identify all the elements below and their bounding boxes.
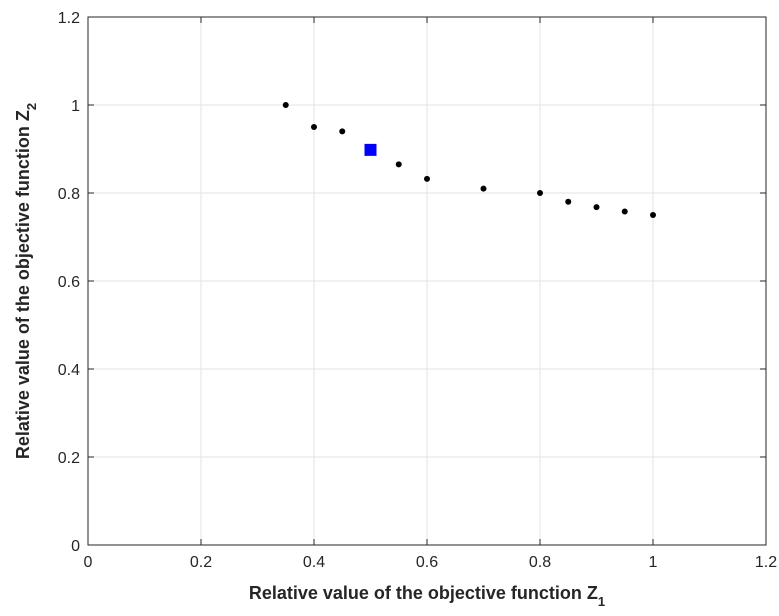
data-point bbox=[650, 212, 656, 218]
x-tick-label: 0.2 bbox=[190, 554, 212, 571]
x-axis-label-text: Relative value of the objective function… bbox=[249, 583, 598, 603]
grid bbox=[88, 17, 766, 545]
x-tick-label: 0 bbox=[84, 554, 93, 571]
y-axis-label: Relative value of the objective function… bbox=[13, 103, 39, 459]
x-tick-label: 0.8 bbox=[529, 554, 551, 571]
data-point bbox=[537, 190, 543, 196]
x-tick-label: 1 bbox=[649, 554, 658, 571]
data-point bbox=[311, 124, 317, 130]
data-points bbox=[282, 102, 656, 218]
x-axis-label: Relative value of the objective function… bbox=[249, 583, 605, 609]
y-tick-label: 0 bbox=[71, 538, 80, 555]
x-tick-label: 1.2 bbox=[755, 554, 777, 571]
y-axis-label-subscript: 2 bbox=[24, 103, 39, 110]
y-tick-label: 1 bbox=[71, 98, 80, 115]
data-point bbox=[339, 128, 346, 135]
ticks: 0 0.2 0.4 0.6 0.8 1 1.2 0 0.2 0.4 0.6 0.8 1 1.2 bbox=[58, 10, 777, 571]
x-axis-label-subscript: 1 bbox=[598, 594, 605, 609]
y-tick-label: 0.6 bbox=[58, 274, 80, 291]
data-point bbox=[593, 204, 600, 211]
y-tick-label: 1.2 bbox=[58, 10, 80, 27]
data-point bbox=[282, 102, 289, 108]
x-tick-label: 0.4 bbox=[303, 554, 325, 571]
y-tick-label: 0.4 bbox=[58, 362, 80, 379]
y-tick-label: 0.2 bbox=[58, 450, 80, 467]
x-tick-label: 0.6 bbox=[416, 554, 438, 571]
y-axis-label-text: Relative value of the objective function… bbox=[13, 110, 33, 459]
data-point bbox=[424, 175, 430, 182]
data-point bbox=[395, 161, 402, 168]
highlight-point bbox=[364, 143, 377, 156]
y-tick-label: 0.8 bbox=[58, 186, 80, 203]
data-point bbox=[480, 185, 487, 192]
data-point bbox=[621, 208, 628, 215]
data-point bbox=[565, 198, 572, 205]
